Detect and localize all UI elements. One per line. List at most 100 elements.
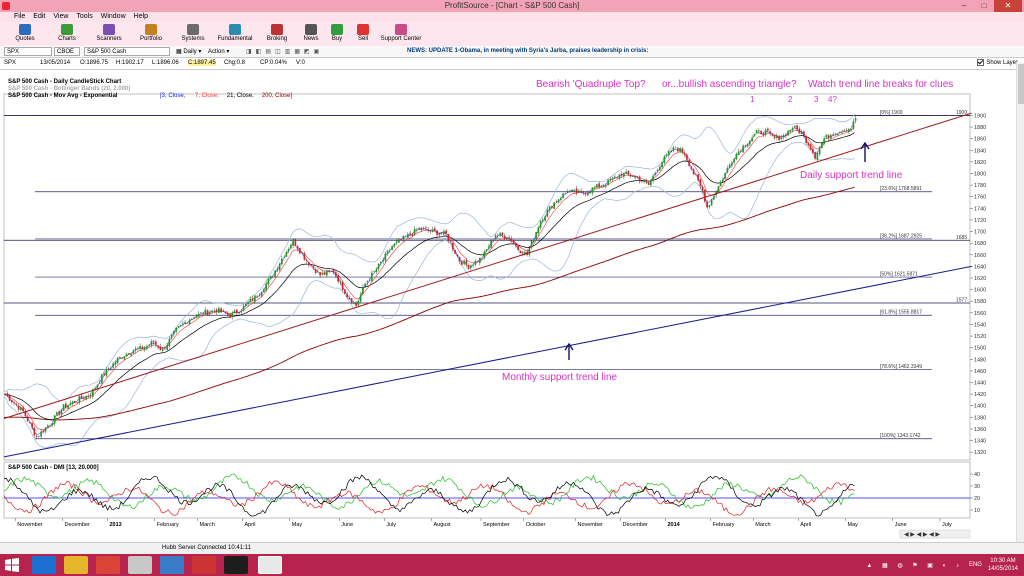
y-tick-label: 1760 <box>974 195 986 201</box>
internet-explorer-icon[interactable] <box>32 556 56 574</box>
scanners-tool-button[interactable]: Scanners <box>88 22 130 46</box>
candle-body <box>733 158 735 163</box>
candle-body <box>479 257 481 263</box>
app-icon-blue[interactable] <box>160 556 184 574</box>
profitsource-taskbar-icon[interactable] <box>258 556 282 574</box>
y-tick-label: 1560 <box>974 311 986 317</box>
news-icon <box>305 24 317 35</box>
candle-body <box>848 129 850 132</box>
language-indicator[interactable]: ENG <box>968 562 982 568</box>
show-layer-checkbox[interactable] <box>977 59 985 66</box>
candle-body <box>418 227 420 230</box>
candle-body <box>620 173 623 176</box>
charts-tool-button[interactable]: Charts <box>46 22 88 46</box>
candle-body <box>764 129 767 136</box>
tool-label: News <box>303 36 319 42</box>
candle-body <box>713 196 715 200</box>
candle-body <box>490 240 492 248</box>
candle-body <box>706 201 708 208</box>
menu-edit[interactable]: Edit <box>33 13 46 20</box>
price-chart[interactable]: S&P 500 Cash - Daily CandleStick ChartS&… <box>0 70 1024 542</box>
windows-start-icon[interactable] <box>4 557 20 573</box>
tray-icons[interactable]: ▲ ▦ ◍ ⚑ ▣ ◐ ♪ <box>866 562 963 569</box>
candle-body <box>267 278 270 285</box>
portfolio-tool-button[interactable]: Portfolio <box>130 22 172 46</box>
symbol-code-field[interactable]: SPX <box>4 47 52 56</box>
menu-tools[interactable]: Tools <box>76 13 93 20</box>
menu-help[interactable]: Help <box>133 13 149 20</box>
candle-body <box>236 309 238 313</box>
period-dropdown[interactable]: ▦ Daily ▾ <box>176 49 202 55</box>
menu-window[interactable]: Window <box>100 13 126 20</box>
candle-body <box>485 249 488 252</box>
fundamental-tool-button[interactable]: Fundamental <box>214 22 256 46</box>
sell-tool-button[interactable]: Sell <box>350 22 376 46</box>
calendar-icon: ▦ <box>176 49 184 55</box>
y-tick-label: 1420 <box>974 392 986 398</box>
candle-body <box>125 353 128 357</box>
broking-tool-button[interactable]: Broking <box>256 22 298 46</box>
menu-view[interactable]: View <box>53 13 69 20</box>
metatrader-icon[interactable] <box>224 556 248 574</box>
systems-icon <box>187 24 199 35</box>
app-icon[interactable] <box>2 2 10 10</box>
quotes-tool-button[interactable]: Quotes <box>4 22 46 46</box>
horizontal-scrollbar <box>899 529 971 539</box>
candle-body <box>44 427 47 432</box>
scrollbar-thumb[interactable] <box>1018 64 1024 104</box>
candle-body <box>123 356 126 360</box>
candle-body <box>386 250 389 255</box>
candle-body <box>751 137 753 142</box>
candle-body <box>841 131 843 133</box>
windows-taskbar: ▲ ▦ ◍ ⚑ ▣ ◐ ♪ ENG 10:30 AM 14/05/2014 <box>0 554 1024 576</box>
document-icon[interactable] <box>128 556 152 574</box>
candle-body <box>391 246 393 251</box>
candle-body <box>598 183 600 188</box>
file-explorer-icon[interactable] <box>64 556 88 574</box>
candle-body <box>632 175 634 177</box>
candle-body <box>346 293 348 298</box>
candle-body <box>193 317 195 319</box>
candle-body <box>503 235 506 239</box>
candle-body <box>494 235 497 240</box>
y-tick-label: 1440 <box>974 381 986 387</box>
chrome-icon[interactable] <box>96 556 120 574</box>
minimize-button[interactable]: – <box>961 1 967 10</box>
candle-body <box>569 190 571 193</box>
candle-body <box>436 230 438 236</box>
candle-body <box>49 425 51 426</box>
chart-tools-icons[interactable]: ◨◧▤◫▥▦◩▣ <box>246 49 324 55</box>
show-layer-toggle[interactable]: Show Layer <box>977 59 1018 66</box>
taskbar-clock[interactable]: 10:30 AM 14/05/2014 <box>988 557 1018 573</box>
candle-body <box>294 239 297 246</box>
news-tool-button[interactable]: News <box>298 22 324 46</box>
main-toolbar: Quotes Charts Scanners Portfolio Systems Fund… <box>0 22 1024 46</box>
buy-tool-button[interactable]: Buy <box>324 22 350 46</box>
close-button[interactable]: ✕ <box>994 0 1022 12</box>
news-ticker[interactable]: NEWS: UPDATE 1-Obama, in meeting with Sy… <box>407 48 648 54</box>
candle-body <box>440 233 443 235</box>
exchange-field[interactable]: CBOE <box>54 47 80 56</box>
menu-file[interactable]: File <box>14 13 26 20</box>
maximize-button[interactable]: □ <box>981 1 987 10</box>
x-tick-label: 2014 <box>668 522 681 528</box>
vertical-scrollbar[interactable] <box>1016 62 1024 542</box>
candle-body <box>553 202 555 209</box>
candle-body <box>332 270 335 273</box>
candle-body <box>836 133 839 136</box>
symbol-name-field[interactable]: S&P 500 Cash <box>84 47 170 56</box>
x-tick-label: February <box>713 522 735 528</box>
action-dropdown[interactable]: Action ▾ <box>208 49 230 55</box>
app-icon-red[interactable] <box>192 556 216 574</box>
ema-3-line <box>3 121 855 436</box>
support-tool-button[interactable]: Support Center <box>376 22 426 46</box>
y-tick-label: 1400 <box>974 404 986 410</box>
candle-body <box>31 422 33 428</box>
candle-body <box>591 187 594 194</box>
candle-body <box>746 143 749 147</box>
systems-tool-button[interactable]: Systems <box>172 22 214 46</box>
y-tick-label: 1480 <box>974 357 986 363</box>
candle-body <box>582 193 585 194</box>
ma-legend-0: [3, Close, <box>160 93 186 99</box>
candle-body <box>339 281 342 283</box>
